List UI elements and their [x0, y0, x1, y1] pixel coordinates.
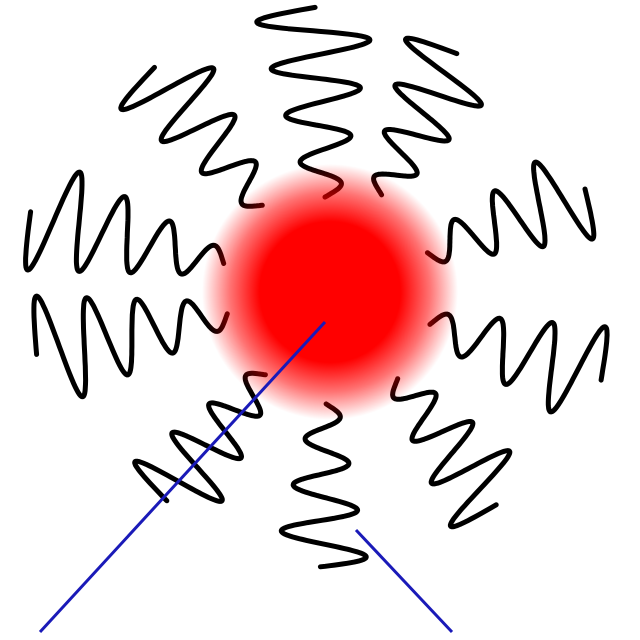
blue-line-1 [38, 320, 327, 634]
wave-8 [31, 293, 230, 400]
wave-6 [278, 401, 369, 570]
wave-4 [427, 311, 610, 415]
lines-group [38, 320, 454, 634]
waves-group [23, 4, 610, 570]
red-core-glow [202, 164, 458, 420]
wave-5 [390, 376, 513, 530]
wave-9 [23, 169, 227, 277]
wave-2 [371, 35, 484, 198]
blue-line-2 [354, 528, 454, 634]
wave-3 [424, 159, 597, 265]
wave-7 [132, 370, 268, 504]
wave-10 [118, 64, 265, 209]
wave-1 [254, 4, 373, 200]
